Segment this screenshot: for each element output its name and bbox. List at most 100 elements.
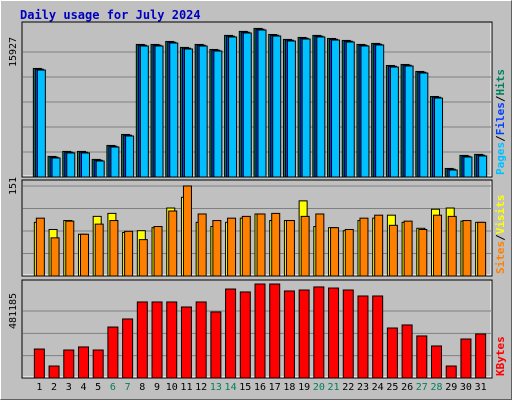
bar — [107, 326, 119, 379]
bar — [94, 223, 104, 277]
bar — [256, 213, 266, 277]
bar — [180, 306, 192, 379]
bar — [301, 38, 311, 178]
x-tick-label: 17 — [269, 382, 281, 393]
bar — [80, 152, 90, 178]
bar — [401, 324, 413, 379]
bar — [403, 220, 413, 277]
bar — [389, 66, 399, 178]
bar — [153, 226, 163, 277]
panel-bevel — [23, 181, 492, 276]
bar — [151, 301, 163, 379]
legend-entry: Visits — [494, 195, 507, 235]
bar — [48, 365, 60, 379]
bar — [139, 45, 149, 178]
bar — [169, 42, 179, 178]
bar — [33, 348, 45, 379]
panel-bevel — [23, 23, 492, 177]
x-tick-label: 19 — [298, 382, 310, 393]
bar — [136, 301, 148, 379]
bar — [372, 295, 384, 379]
bar — [477, 221, 487, 277]
x-tick-label: 9 — [154, 382, 160, 393]
bar — [212, 220, 222, 277]
bar — [77, 346, 89, 379]
bar — [242, 32, 252, 178]
bar — [36, 69, 46, 178]
bar — [92, 349, 104, 379]
x-tick-label: 8 — [139, 382, 145, 393]
x-tick-label: 12 — [195, 382, 207, 393]
bar — [138, 239, 148, 277]
bar — [345, 41, 355, 178]
bar — [227, 217, 237, 277]
bar — [404, 65, 414, 178]
bar — [213, 50, 223, 178]
panel-bevel — [23, 281, 492, 378]
bar — [460, 338, 472, 379]
legend-separator: / — [494, 95, 507, 102]
legend-entry: Pages — [494, 142, 507, 175]
bar — [122, 318, 134, 379]
x-tick-label: 31 — [475, 382, 487, 393]
bar — [271, 212, 281, 277]
bar — [228, 36, 238, 178]
legend: KBytes — [494, 336, 507, 376]
bar — [331, 39, 341, 178]
bar — [35, 217, 45, 277]
bar — [110, 146, 120, 178]
chart-title: Daily usage for July 2024 — [20, 8, 201, 22]
bar — [65, 220, 75, 277]
x-tick-label: 7 — [125, 382, 131, 393]
bar — [416, 335, 428, 379]
x-tick-label: 14 — [225, 382, 237, 393]
bar — [463, 156, 473, 178]
bar — [330, 227, 340, 277]
legend-entry: Hits — [494, 69, 507, 96]
bar — [257, 29, 267, 178]
bar — [316, 36, 326, 178]
bar — [431, 345, 443, 379]
bar — [79, 233, 89, 277]
bar — [344, 228, 354, 277]
bar — [419, 72, 429, 178]
bar — [342, 289, 354, 379]
bar — [360, 45, 370, 178]
bar — [313, 286, 325, 379]
bar — [448, 169, 458, 178]
bar — [195, 301, 207, 379]
bar — [478, 155, 488, 178]
bar — [359, 217, 369, 277]
y-tick-label: 151 — [8, 177, 19, 195]
legend: Sites/Visits — [494, 195, 507, 275]
bar — [433, 214, 443, 277]
x-tick-label: 24 — [372, 382, 384, 393]
bar — [272, 35, 282, 178]
x-tick-label: 18 — [283, 382, 295, 393]
bar — [241, 215, 251, 277]
x-tick-label: 25 — [386, 382, 398, 393]
bar — [254, 283, 266, 379]
bar — [300, 215, 310, 277]
bar — [154, 45, 164, 178]
x-tick-label: 28 — [430, 382, 442, 393]
x-tick-label: 2 — [51, 382, 57, 393]
bar — [183, 48, 193, 178]
bar — [95, 160, 105, 178]
x-tick-label: 1 — [36, 382, 42, 393]
bar — [182, 185, 192, 277]
bar — [445, 365, 457, 379]
bar — [286, 40, 296, 178]
bar — [225, 288, 237, 379]
legend-entry: Files — [494, 102, 507, 135]
x-tick-label: 13 — [210, 382, 222, 393]
bar — [125, 135, 135, 178]
bar — [66, 152, 76, 178]
x-tick-label: 3 — [66, 382, 72, 393]
x-tick-label: 15 — [239, 382, 251, 393]
bar — [63, 349, 75, 379]
bar — [283, 290, 295, 379]
legend: Pages/Files/Hits — [494, 69, 507, 175]
